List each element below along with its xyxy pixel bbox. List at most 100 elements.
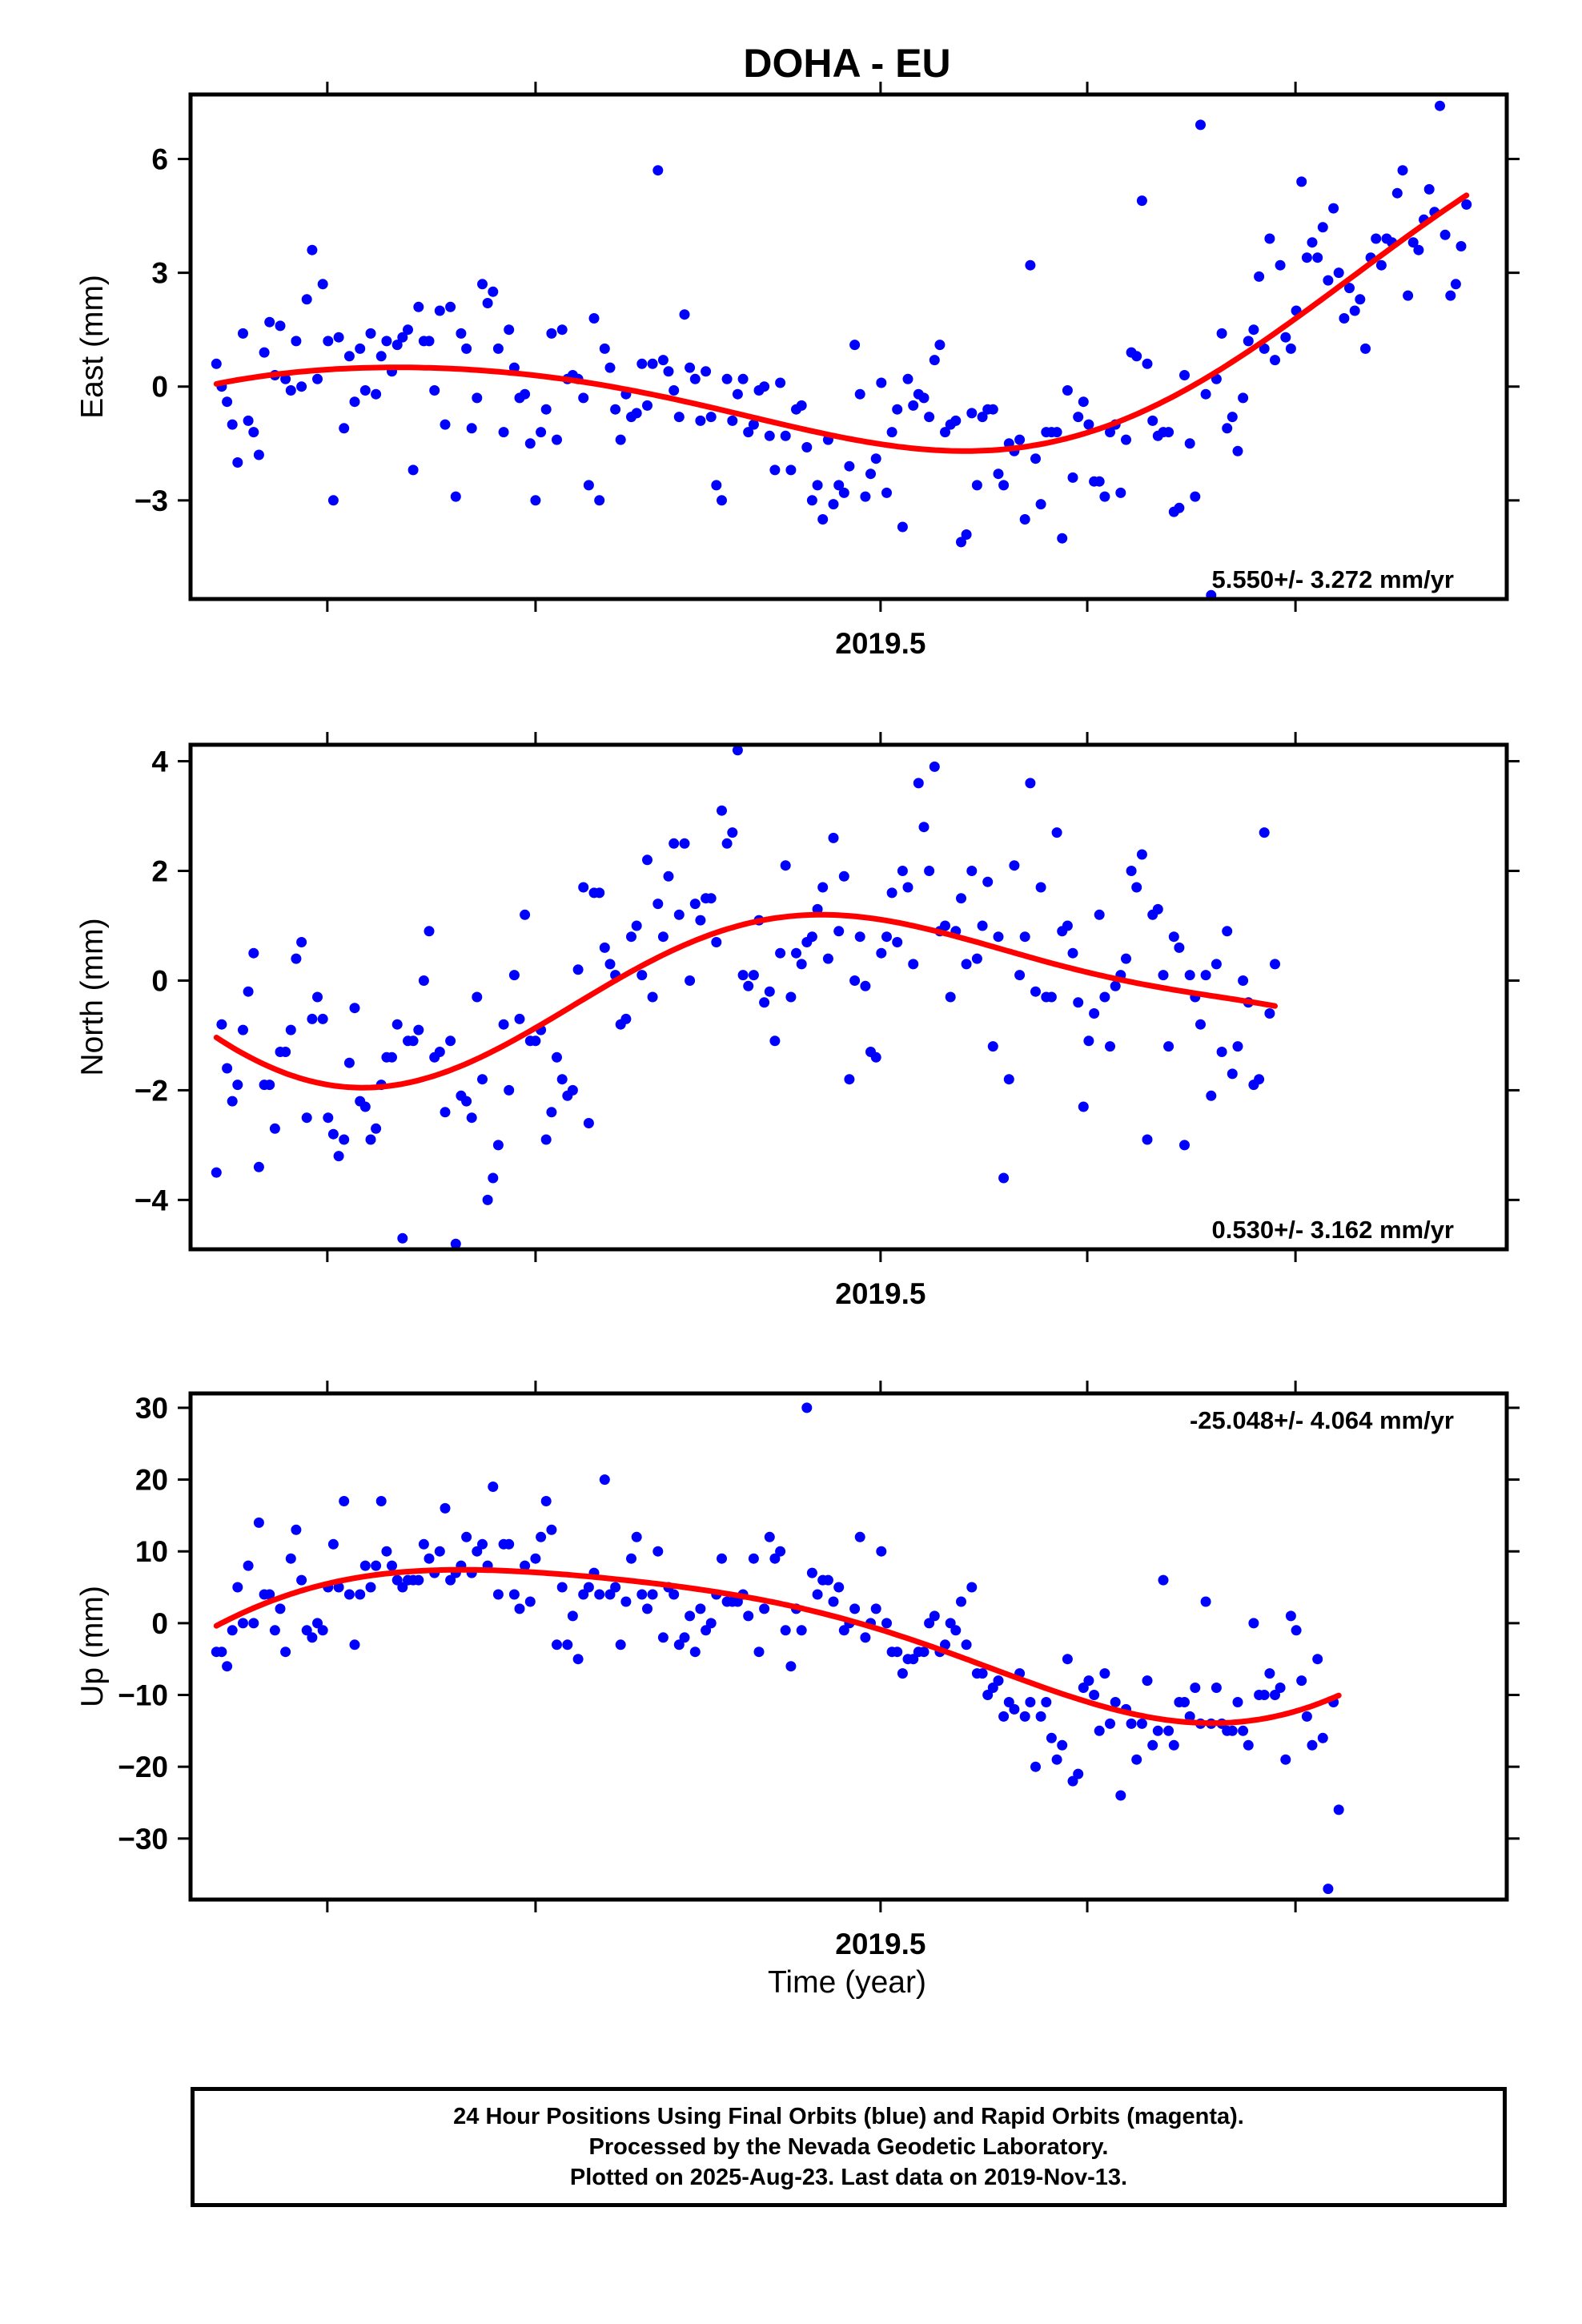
data-point	[769, 1553, 781, 1564]
data-point	[546, 1107, 557, 1118]
data-point	[929, 761, 940, 772]
data-point	[1078, 396, 1089, 408]
data-point	[243, 1560, 254, 1571]
data-point	[982, 1690, 994, 1700]
data-point	[769, 464, 781, 476]
data-point	[769, 1035, 781, 1047]
data-point	[1062, 1654, 1073, 1665]
data-point	[642, 400, 652, 411]
data-point	[1445, 290, 1456, 301]
data-point	[780, 430, 791, 441]
rate-label-north: 0.530+/- 3.162 mm/yr	[1212, 1216, 1454, 1244]
data-point	[540, 404, 552, 415]
data-point	[1254, 1074, 1265, 1085]
data-point	[552, 1051, 562, 1063]
data-point	[508, 970, 520, 981]
data-point	[216, 1647, 227, 1658]
data-point	[636, 1589, 648, 1600]
data-point	[387, 1560, 397, 1571]
data-point	[552, 434, 562, 445]
data-point	[657, 931, 669, 943]
data-point	[876, 377, 887, 388]
data-point	[780, 860, 791, 871]
data-point	[918, 392, 930, 404]
data-point	[961, 1639, 972, 1651]
data-point	[705, 893, 717, 904]
data-point	[1142, 1134, 1153, 1145]
data-point	[243, 415, 254, 426]
data-point	[1131, 1754, 1142, 1765]
data-point	[817, 514, 829, 525]
data-point	[1014, 970, 1026, 981]
data-point	[1094, 1725, 1105, 1736]
panel-east: −3 0 3 6 2019.5 East (mm) 5.550+/- 3.272 mm/yr	[75, 82, 1520, 660]
data-point	[966, 408, 978, 419]
data-point	[227, 1096, 238, 1107]
data-point	[897, 1668, 908, 1679]
data-point	[381, 336, 392, 347]
data-point	[312, 991, 323, 1003]
data-point	[1152, 1725, 1163, 1736]
data-point	[232, 457, 243, 468]
data-point	[280, 373, 291, 384]
data-point	[307, 244, 318, 255]
data-point	[599, 1474, 610, 1486]
data-point	[1089, 1008, 1100, 1019]
data-point	[679, 309, 690, 320]
data-point	[908, 1654, 919, 1665]
data-point	[961, 529, 972, 540]
data-point	[956, 537, 966, 548]
y-tick-label: 0	[151, 371, 168, 404]
data-point	[748, 1553, 759, 1564]
data-point	[753, 1647, 765, 1658]
data-point	[865, 468, 876, 480]
data-point	[956, 1596, 966, 1607]
data-point	[472, 991, 483, 1003]
data-point	[445, 1574, 456, 1586]
data-point	[940, 1639, 950, 1651]
data-point	[248, 427, 259, 438]
data-point	[998, 1172, 1010, 1184]
data-point	[280, 1647, 291, 1658]
panel-up: −30 −20 −10 0 10 20 30 2019.5 Up (mm) -25.048+/- …	[75, 1381, 1520, 1960]
y-tick-label: 6	[151, 143, 168, 176]
data-point	[673, 1639, 685, 1651]
data-point	[1163, 1041, 1174, 1052]
data-point	[626, 931, 636, 943]
data-point	[253, 1161, 264, 1172]
data-point	[993, 931, 1004, 943]
data-point	[721, 838, 733, 849]
data-point	[721, 373, 733, 384]
data-point	[1105, 1718, 1115, 1729]
fit-curve-north	[213, 911, 1278, 1091]
data-point	[498, 1019, 509, 1030]
data-point	[264, 316, 275, 328]
data-point	[1046, 991, 1057, 1003]
data-point	[924, 412, 935, 423]
data-point	[748, 419, 759, 430]
data-point	[929, 1610, 940, 1622]
data-point	[737, 373, 749, 384]
data-point	[520, 909, 531, 920]
data-point	[391, 1019, 403, 1030]
data-point	[556, 1074, 568, 1085]
data-point	[1328, 203, 1339, 214]
y-tick-label: 20	[135, 1464, 168, 1497]
data-point	[732, 388, 743, 400]
data-point	[1105, 1041, 1115, 1052]
data-point	[732, 1596, 743, 1607]
data-point	[929, 355, 940, 366]
data-point	[1222, 926, 1233, 937]
data-point	[945, 1618, 956, 1629]
data-point	[1174, 942, 1185, 953]
data-point	[1397, 165, 1408, 176]
data-point	[604, 1589, 616, 1600]
data-point	[424, 336, 435, 347]
data-point	[1195, 119, 1206, 131]
data-point	[466, 423, 477, 434]
data-point	[413, 1024, 424, 1035]
data-point	[652, 1546, 664, 1557]
data-point	[679, 838, 690, 849]
data-point	[301, 1112, 312, 1124]
data-point	[269, 1123, 280, 1134]
